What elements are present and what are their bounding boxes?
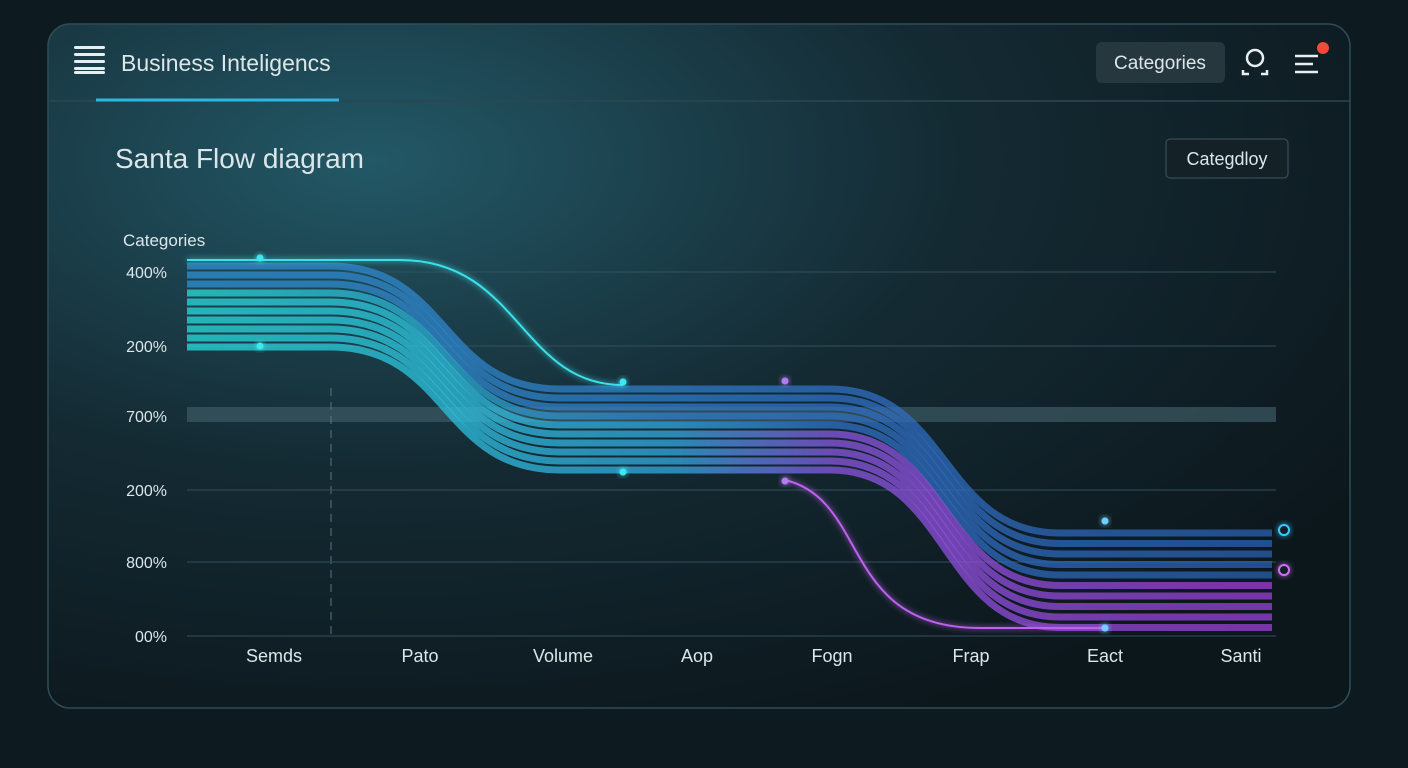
- axis-title: Categories: [123, 231, 205, 250]
- x-label: Frap: [952, 646, 989, 666]
- node-dot: [1101, 517, 1109, 525]
- category-dropdown-label[interactable]: Categdloy: [1186, 149, 1267, 169]
- flow-band: [187, 280, 1272, 558]
- flow-band: [187, 307, 1272, 589]
- end-point: [1278, 564, 1290, 576]
- flow-band: [187, 334, 1272, 621]
- node-dot: [781, 477, 789, 485]
- flow-band: [187, 298, 1272, 579]
- flow-highlight: [187, 259, 624, 386]
- flow-band: [187, 316, 1272, 600]
- flow-band: [187, 262, 1272, 537]
- x-label: Volume: [533, 646, 593, 666]
- x-label: Fogn: [811, 646, 852, 666]
- categories-button[interactable]: [1096, 42, 1225, 83]
- filter-icon[interactable]: [1295, 54, 1318, 74]
- y-label: 200%: [126, 339, 167, 356]
- app-title: Business Inteligencs: [121, 50, 331, 76]
- categories-button-label[interactable]: Categories: [1114, 53, 1206, 74]
- y-label: 700%: [126, 409, 167, 426]
- node-dot: [619, 378, 627, 386]
- x-label: Santi: [1220, 646, 1261, 666]
- notification-dot: [1317, 42, 1329, 54]
- x-label: Semds: [246, 646, 302, 666]
- y-label: 400%: [126, 265, 167, 282]
- menu-icon[interactable]: [74, 46, 105, 74]
- node-dot: [256, 342, 264, 350]
- flow-highlight: [784, 479, 1105, 629]
- x-label: Eact: [1087, 646, 1123, 666]
- flows: [187, 254, 1290, 632]
- flow-band: [187, 325, 1272, 610]
- y-label: 800%: [126, 555, 167, 572]
- x-label: Pato: [401, 646, 438, 666]
- y-label: 00%: [135, 629, 167, 646]
- panel-title: Santa Flow diagram: [115, 143, 364, 174]
- y-label: 200%: [126, 483, 167, 500]
- category-dropdown[interactable]: [1165, 138, 1289, 179]
- labels: 400% 200% 700% 200% 800% 00% Semds Pato Volume Ao…: [126, 265, 1261, 666]
- flow-band: [187, 289, 1272, 568]
- node-dot: [256, 254, 264, 262]
- node-dot: [619, 468, 627, 476]
- node-dot: [1101, 624, 1109, 632]
- flow-band: [187, 271, 1272, 547]
- end-point: [1278, 524, 1290, 536]
- user-icon[interactable]: [1241, 48, 1269, 76]
- x-label: Aop: [681, 646, 713, 666]
- node-dot: [781, 377, 789, 385]
- flow-band: [187, 343, 1272, 631]
